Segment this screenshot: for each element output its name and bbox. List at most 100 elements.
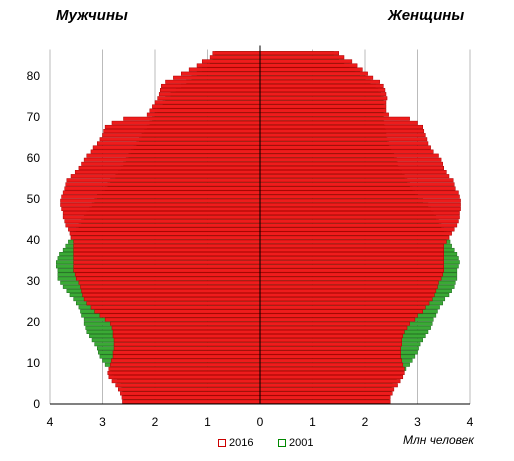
bar-2016-women-age-16 bbox=[259, 334, 404, 339]
bar-2016-men-age-79 bbox=[173, 75, 261, 80]
bar-2016-men-age-60 bbox=[86, 153, 261, 158]
bar-2016-men-age-71 bbox=[149, 108, 261, 113]
bar-2016-women-age-32 bbox=[259, 268, 444, 273]
bar-2016-women-age-76 bbox=[259, 88, 386, 93]
bar-2016-women-age-60 bbox=[259, 153, 439, 158]
bar-2016-women-age-26 bbox=[259, 293, 435, 298]
y-tick-label: 20 bbox=[27, 315, 41, 329]
bar-2016-men-age-74 bbox=[157, 96, 261, 101]
bar-2016-women-age-61 bbox=[259, 149, 434, 154]
bar-2016-women-age-48 bbox=[259, 202, 461, 207]
bar-2016-women-age-67 bbox=[259, 124, 423, 129]
bar-2016-men-age-26 bbox=[82, 293, 261, 298]
bar-2016-men-age-66 bbox=[103, 129, 261, 134]
bar-2016-women-age-22 bbox=[259, 309, 423, 314]
x-tick-label: 3 bbox=[99, 415, 106, 429]
bar-2016-women-age-52 bbox=[259, 186, 456, 191]
bar-2016-women-age-57 bbox=[259, 165, 444, 170]
bar-2016-men-age-40 bbox=[70, 235, 261, 240]
bar-2016-women-age-56 bbox=[259, 170, 447, 175]
bar-2016-men-age-73 bbox=[154, 100, 261, 105]
bar-2016-men-age-53 bbox=[65, 182, 261, 187]
bar-2016-women-age-50 bbox=[259, 194, 460, 199]
bar-2016-women-age-47 bbox=[259, 206, 461, 211]
bar-2016-men-age-8 bbox=[108, 366, 261, 371]
legend-swatch-2016 bbox=[218, 439, 226, 447]
bar-2016-women-age-62 bbox=[259, 145, 431, 150]
bar-2016-women-age-77 bbox=[259, 83, 384, 88]
y-tick-label: 0 bbox=[33, 397, 40, 411]
bar-2016-women-age-44 bbox=[259, 219, 459, 224]
bar-2016-women-age-66 bbox=[259, 129, 425, 134]
bar-2016-men-age-27 bbox=[81, 288, 261, 293]
legend-label-2016: 2016 bbox=[229, 437, 254, 449]
legend-item-2016: 2016 bbox=[218, 437, 253, 449]
bar-2016-men-age-52 bbox=[64, 186, 261, 191]
x-tick-label: 3 bbox=[414, 415, 421, 429]
bar-2016-women-age-14 bbox=[259, 342, 402, 347]
bar-2016-men-age-13 bbox=[113, 346, 261, 351]
bar-2016-women-age-69 bbox=[259, 116, 410, 121]
bar-2016-women-age-31 bbox=[259, 272, 443, 277]
y-tick-label: 80 bbox=[27, 69, 41, 83]
bar-2016-women-age-0 bbox=[259, 399, 391, 404]
bar-2016-men-age-12 bbox=[112, 350, 261, 355]
bar-2016-women-age-35 bbox=[259, 256, 444, 261]
x-tick-labels: 4 3 2 1 0 1 2 3 4 bbox=[47, 415, 474, 429]
bar-2016-women-age-83 bbox=[259, 59, 353, 64]
bar-2016-women-age-71 bbox=[259, 108, 387, 113]
bar-2016-women-age-68 bbox=[259, 120, 418, 125]
bar-2016-women-age-43 bbox=[259, 223, 458, 228]
bar-2016-women-age-29 bbox=[259, 280, 439, 285]
bar-2016-men-age-11 bbox=[112, 354, 261, 359]
bar-2016-men-age-46 bbox=[62, 211, 261, 216]
series-2016-bars bbox=[60, 51, 461, 404]
bar-2016-women-age-7 bbox=[259, 370, 405, 375]
bar-2016-men-age-37 bbox=[73, 247, 261, 252]
legend-item-2001: 2001 bbox=[278, 437, 313, 449]
bar-2016-women-age-18 bbox=[259, 325, 408, 330]
y-tick-label: 40 bbox=[27, 233, 41, 247]
bar-2016-men-age-28 bbox=[80, 284, 261, 289]
bar-2016-men-age-15 bbox=[113, 338, 261, 343]
bar-2016-men-age-64 bbox=[99, 137, 261, 142]
bar-2016-women-age-75 bbox=[259, 92, 387, 97]
bar-2016-men-age-2 bbox=[120, 391, 261, 396]
bar-2016-men-age-23 bbox=[90, 305, 261, 310]
bar-2016-women-age-63 bbox=[259, 141, 429, 146]
bar-2016-men-age-1 bbox=[121, 395, 261, 400]
axes bbox=[50, 45, 470, 405]
bar-2016-women-age-21 bbox=[259, 313, 418, 318]
bar-2016-men-age-20 bbox=[104, 317, 261, 322]
bar-2016-men-age-69 bbox=[123, 116, 261, 121]
bar-2016-women-age-40 bbox=[259, 235, 450, 240]
bar-2016-men-age-32 bbox=[73, 268, 261, 273]
y-tick-label: 10 bbox=[27, 356, 41, 370]
bar-2016-men-age-56 bbox=[74, 170, 261, 175]
bar-2016-women-age-33 bbox=[259, 264, 444, 269]
bar-2016-women-age-19 bbox=[259, 321, 410, 326]
bar-2016-women-age-78 bbox=[259, 79, 380, 84]
bar-2016-men-age-55 bbox=[70, 174, 261, 179]
bar-2016-men-age-83 bbox=[202, 59, 261, 64]
bar-2016-men-age-36 bbox=[73, 252, 261, 257]
bar-2016-women-age-53 bbox=[259, 182, 455, 187]
x-tick-label: 0 bbox=[257, 415, 264, 429]
bar-2016-women-age-73 bbox=[259, 100, 387, 105]
bar-2016-men-age-38 bbox=[73, 243, 261, 248]
bar-2016-men-age-14 bbox=[113, 342, 261, 347]
x-tick-label: 2 bbox=[152, 415, 159, 429]
bar-2016-women-age-80 bbox=[259, 71, 368, 76]
bar-2016-women-age-84 bbox=[259, 55, 345, 60]
bar-2016-men-age-80 bbox=[181, 71, 261, 76]
bar-2016-men-age-34 bbox=[73, 260, 261, 265]
bar-2016-women-age-23 bbox=[259, 305, 426, 310]
bar-2016-women-age-15 bbox=[259, 338, 402, 343]
bar-2016-men-age-75 bbox=[158, 92, 261, 97]
y-tick-label: 70 bbox=[27, 110, 41, 124]
bar-2016-men-age-72 bbox=[152, 104, 261, 109]
bar-2016-men-age-59 bbox=[83, 157, 261, 162]
bar-2016-women-age-12 bbox=[259, 350, 401, 355]
bar-2016-women-age-41 bbox=[259, 231, 452, 236]
